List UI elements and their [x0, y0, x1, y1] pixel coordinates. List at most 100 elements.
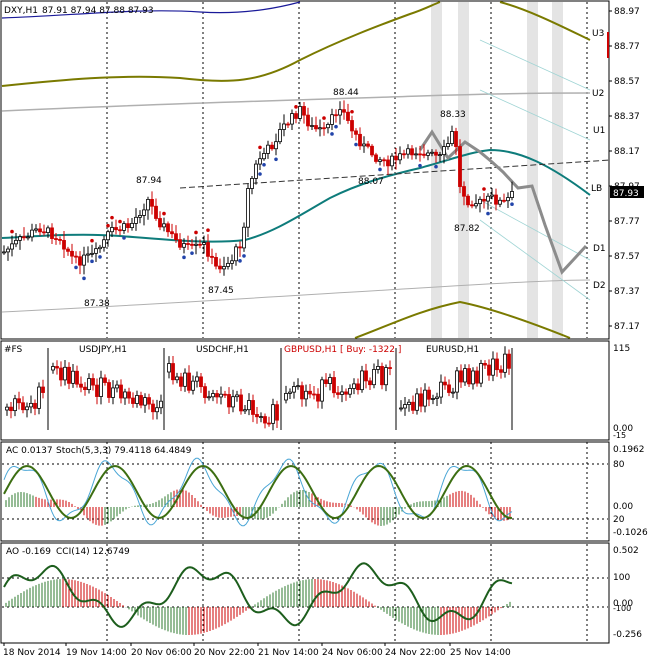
fs-body	[63, 366, 67, 381]
candle-body	[266, 144, 270, 154]
fractal-down	[242, 254, 246, 258]
fractal-up	[206, 228, 210, 233]
fs-body	[463, 368, 467, 383]
fs-body	[403, 404, 407, 409]
candle-body	[358, 133, 362, 147]
main-price-panel[interactable]	[0, 0, 610, 340]
candle-body	[10, 243, 14, 250]
fs-body	[71, 370, 75, 384]
candle-body	[490, 194, 494, 197]
fs-body	[107, 382, 111, 398]
candle-body	[302, 106, 306, 116]
candle-body	[442, 146, 446, 156]
fs-body	[99, 377, 103, 397]
fs-body	[308, 390, 312, 395]
fs-body	[219, 393, 223, 398]
annotation-high: 88.44	[333, 88, 359, 98]
fs-body	[183, 372, 187, 387]
fs-body	[479, 363, 483, 384]
candle-body	[162, 223, 166, 228]
pair-gbpusd: GBPUSD,H1 [ Buy: -1322 ]	[284, 345, 401, 355]
candle-body	[130, 222, 134, 229]
fs-body	[227, 394, 231, 408]
fs-body	[111, 387, 115, 398]
fs-body	[364, 370, 368, 382]
fs-body	[328, 377, 332, 384]
candle-body	[494, 194, 498, 205]
candle-body	[286, 123, 290, 126]
candle-body	[126, 223, 130, 229]
fractal-down	[354, 142, 358, 147]
ao-cci-subpanel[interactable]	[0, 542, 610, 644]
fractal-up	[482, 187, 486, 191]
candle-body	[438, 154, 442, 157]
candle-body	[46, 227, 50, 233]
candle-body	[454, 131, 458, 147]
fs-body	[431, 398, 435, 400]
candle-body	[6, 248, 10, 253]
candle-body	[350, 120, 354, 132]
candle-body	[194, 243, 198, 246]
candle-body	[270, 144, 274, 150]
candle-body	[466, 195, 470, 206]
time-label: 20 Nov 22:00	[194, 648, 255, 658]
time-axis: 18 Nov 2014 19 Nov 14:00 20 Nov 06:00 20 No…	[3, 643, 511, 658]
fs-body	[344, 391, 348, 395]
candle-body	[310, 125, 314, 127]
fs-body	[95, 384, 99, 397]
candle-body	[254, 163, 258, 179]
fs-body	[487, 364, 491, 376]
fs-body	[199, 376, 203, 388]
fs-subpanel[interactable]	[0, 340, 610, 441]
fs-body	[451, 391, 455, 394]
thin-fan-2	[479, 89, 591, 141]
fractal-down	[258, 172, 262, 176]
candle-body	[334, 114, 338, 117]
fs-body	[215, 393, 219, 398]
fractal-up	[194, 230, 198, 235]
fs-body	[127, 391, 131, 399]
fs-body	[292, 386, 296, 393]
candle-body	[362, 143, 366, 147]
candle-body	[230, 260, 234, 264]
thin-fan-1	[479, 39, 591, 91]
fs-body	[21, 402, 25, 411]
ao-value: AO -0.169	[6, 547, 51, 557]
pivot-d1: D1	[593, 244, 606, 254]
fractal-down	[190, 251, 194, 255]
fs-body	[151, 403, 155, 413]
annotation-low-mid: 88.07	[358, 177, 384, 187]
fs-body	[296, 385, 300, 388]
candle-body	[294, 113, 298, 119]
fs-body	[267, 422, 271, 425]
fs-body	[115, 384, 119, 389]
candle-body	[322, 127, 326, 130]
fs-body	[67, 366, 71, 384]
candle-body	[106, 231, 110, 241]
candle-body	[114, 227, 118, 231]
candle-body	[82, 254, 86, 266]
fs-body	[91, 378, 95, 386]
fs-body	[251, 400, 255, 415]
fractal-down	[90, 259, 94, 264]
grey-upper-line	[1, 92, 591, 112]
fs-body	[83, 386, 87, 391]
candle-body	[90, 252, 94, 255]
candle-body	[18, 236, 22, 241]
fs-body	[427, 389, 431, 400]
fractal-down	[262, 162, 266, 167]
stoch-d-line	[3, 464, 513, 520]
candle-body	[190, 243, 194, 246]
fs-body	[423, 389, 427, 407]
fractal-up	[322, 116, 326, 120]
ao-axis-top: 0.502	[613, 546, 639, 556]
candle-body	[234, 246, 238, 262]
candle-body	[342, 109, 346, 113]
pivot-labels: U3 U2 U1 LB D1 D2	[591, 29, 609, 291]
candle-body	[206, 242, 210, 257]
candle-body	[318, 127, 322, 130]
teal-ma-line	[1, 148, 591, 243]
fs-body	[324, 379, 328, 384]
